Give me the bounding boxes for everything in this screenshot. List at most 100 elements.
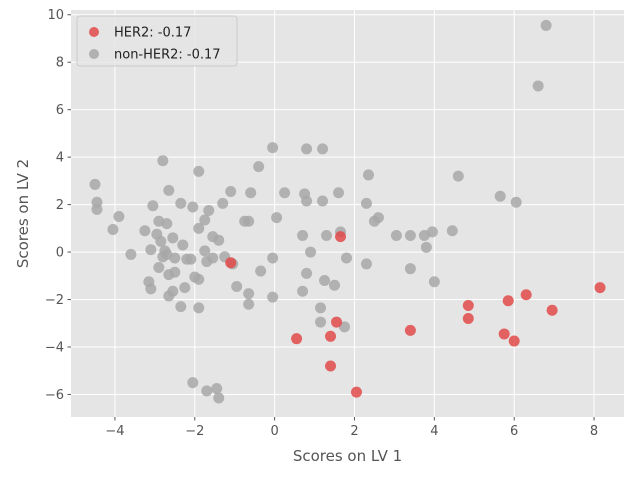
data-point [540, 19, 552, 31]
data-point [462, 299, 474, 311]
y-tick-label: 0 [56, 246, 64, 261]
legend-marker [89, 49, 99, 59]
data-point [350, 386, 362, 398]
data-point [319, 275, 331, 287]
data-point [301, 143, 313, 155]
x-tick-label: 6 [510, 424, 518, 439]
plot-area [71, 10, 624, 417]
data-point [339, 321, 351, 333]
data-point [594, 282, 606, 294]
data-point [231, 280, 243, 292]
data-point [267, 291, 279, 303]
data-point [243, 298, 255, 310]
data-point [145, 244, 157, 256]
data-point [179, 282, 191, 294]
data-point [225, 257, 237, 269]
data-point [89, 178, 101, 190]
data-point [243, 215, 255, 227]
data-point [175, 197, 187, 209]
data-point [420, 241, 432, 253]
x-tick-label: −4 [105, 424, 124, 439]
data-point [279, 187, 291, 199]
data-point [207, 252, 219, 264]
series-non-her2 [89, 19, 552, 404]
data-point [341, 252, 353, 264]
data-point [107, 224, 119, 236]
data-point [329, 279, 341, 291]
data-point [331, 316, 343, 328]
data-point [211, 383, 223, 395]
data-point [253, 161, 265, 173]
data-point [187, 377, 199, 389]
series-her2 [225, 231, 606, 398]
data-point [502, 295, 514, 307]
data-point [520, 289, 532, 301]
data-point [243, 288, 255, 300]
x-tick-label: 2 [350, 424, 358, 439]
y-tick-label: 6 [56, 103, 64, 118]
data-point [404, 263, 416, 275]
data-point [271, 212, 283, 224]
data-point [305, 246, 317, 258]
y-tick-label: 4 [56, 151, 64, 166]
data-point [125, 248, 137, 260]
data-point [301, 267, 313, 279]
data-point [428, 276, 440, 288]
data-point [404, 229, 416, 241]
x-axis-label: Scores on LV 1 [293, 447, 402, 465]
x-tick-label: 0 [270, 424, 278, 439]
x-tick-label: 8 [590, 424, 598, 439]
data-point [335, 231, 347, 243]
data-point [315, 316, 327, 328]
data-point [360, 197, 372, 209]
y-tick-label: −6 [45, 388, 64, 403]
legend-label: non-HER2: -0.17 [114, 48, 221, 63]
data-points [89, 19, 606, 404]
data-point [546, 304, 558, 316]
data-point [317, 143, 329, 155]
data-point [315, 302, 327, 314]
data-point [169, 252, 181, 264]
data-point [145, 283, 157, 295]
data-point [494, 190, 506, 202]
data-point [446, 225, 458, 237]
data-point [426, 226, 438, 238]
data-point [167, 285, 179, 297]
grid-lines [71, 10, 624, 417]
y-tick-label: 10 [47, 8, 64, 23]
data-point [267, 142, 279, 154]
data-point [139, 225, 151, 237]
data-point [372, 212, 384, 224]
data-point [245, 187, 257, 199]
data-point [297, 285, 309, 297]
data-point [510, 196, 522, 208]
y-tick-label: −2 [45, 293, 64, 308]
data-point [317, 195, 329, 207]
legend-box [76, 15, 238, 67]
data-point [462, 313, 474, 325]
data-point [532, 80, 544, 92]
y-axis-label: Scores on LV 2 [14, 159, 32, 268]
data-point [390, 229, 402, 241]
data-point [291, 333, 303, 345]
data-point [177, 239, 189, 251]
data-point [193, 222, 205, 234]
data-point [225, 186, 237, 198]
data-point [91, 203, 103, 215]
data-point [508, 335, 520, 347]
data-point [267, 252, 279, 264]
data-point [193, 302, 205, 314]
y-tick-label: 2 [56, 198, 64, 213]
data-point [167, 232, 179, 244]
data-point [213, 234, 225, 246]
data-point [325, 330, 337, 342]
y-tick-label: −4 [45, 340, 64, 355]
data-point [360, 258, 372, 270]
data-point [155, 235, 167, 247]
data-point [113, 210, 125, 222]
data-point [193, 165, 205, 177]
data-point [147, 200, 159, 212]
x-tick-label: −2 [185, 424, 204, 439]
data-point [157, 155, 169, 167]
